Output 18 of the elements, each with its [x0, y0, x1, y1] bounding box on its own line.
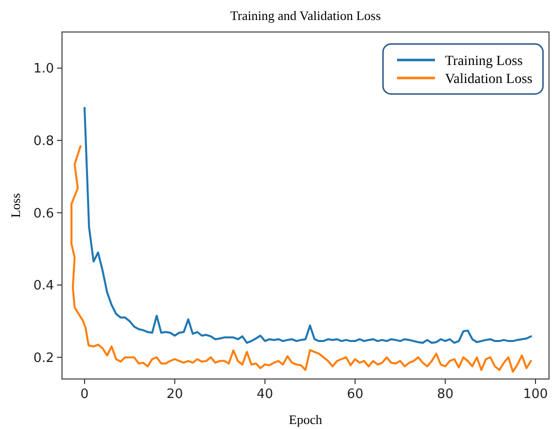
legend-label: Training Loss: [445, 54, 523, 69]
y-tick-label: 0.8: [33, 134, 54, 149]
x-tick-label: 40: [256, 387, 274, 402]
x-tick-label: 60: [346, 387, 364, 402]
line-series: [84, 106, 532, 344]
x-tick-label: 80: [437, 387, 454, 402]
y-tick-label: 1.0: [33, 62, 54, 77]
y-tick-label: 0.2: [33, 350, 54, 366]
chart-title: Training and Validation Loss: [230, 8, 381, 23]
y-axis-title: Loss: [8, 193, 23, 218]
line-series: [70, 145, 532, 373]
x-axis-title: Epoch: [288, 412, 323, 427]
legend-label: Validation Loss: [445, 72, 532, 87]
x-tick-label: 0: [80, 387, 89, 402]
y-tick-label: 0.4: [33, 278, 54, 294]
x-tick-label: 20: [166, 387, 184, 402]
x-tick-label: 100: [523, 387, 548, 402]
y-tick-label: 0.6: [33, 206, 54, 222]
